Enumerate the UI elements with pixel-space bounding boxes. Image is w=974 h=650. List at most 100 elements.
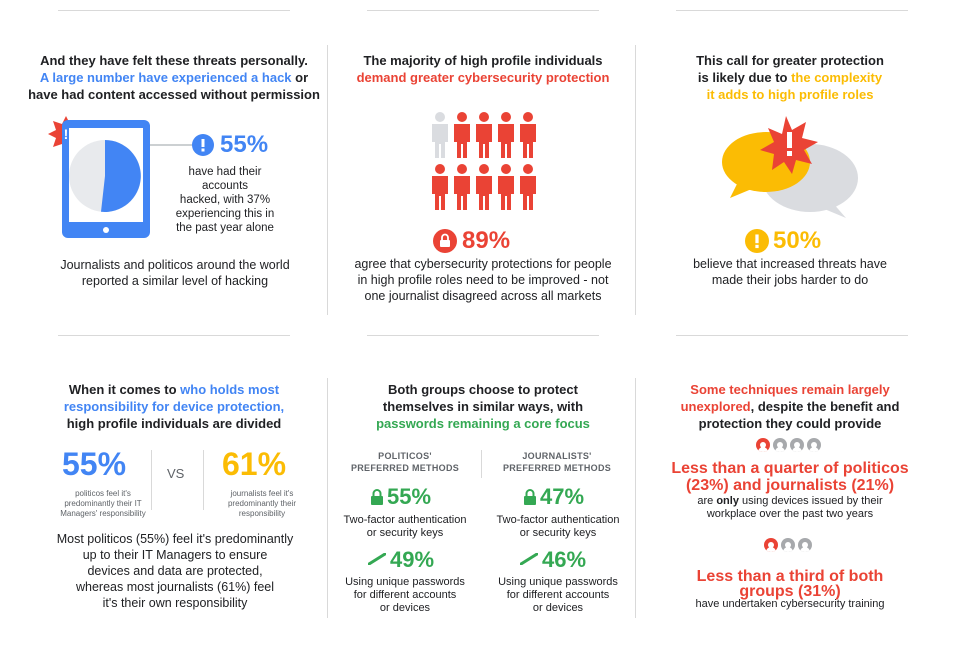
panel4-right-desc-line: responsibility bbox=[238, 509, 286, 518]
person-figure bbox=[476, 112, 492, 158]
person-dot-icon bbox=[807, 438, 821, 452]
pie-icon bbox=[69, 140, 141, 212]
panel6-stat1-desc-line2: workplace over the past two years bbox=[706, 508, 874, 520]
politicos-methods-heading-line: POLITICOS' bbox=[378, 451, 432, 461]
panel6-stat2: Less than a third of both groups (31%) bbox=[640, 569, 940, 600]
person-figure bbox=[454, 164, 470, 210]
panel4-heading-pre: When it comes to bbox=[68, 382, 181, 397]
politicos-2fa-stat: 55% bbox=[387, 484, 432, 509]
vertical-rule-4 bbox=[635, 378, 636, 618]
person-figure bbox=[432, 164, 448, 210]
panel3-heading-pre: is likely due to bbox=[697, 70, 792, 85]
journalists-passwords-stat: 46% bbox=[542, 547, 587, 572]
mid-divider-3 bbox=[676, 335, 908, 336]
panel3-stat-desc-line: believe that increased threats have bbox=[693, 257, 887, 271]
panel1-stat-desc-line: hacked, with 37% bbox=[179, 194, 271, 206]
journalists-methods-heading: JOURNALISTS' PREFERRED METHODS bbox=[492, 450, 622, 474]
people-icon bbox=[432, 112, 536, 210]
panel2-stat-desc: agree that cybersecurity protections for… bbox=[333, 256, 633, 304]
panel6-stat1-desc: are only using devices issued by their w… bbox=[640, 495, 940, 521]
panel5-heading-highlight: passwords remaining a core focus bbox=[376, 416, 590, 431]
panel4-stat-left: 55% bbox=[62, 446, 127, 482]
key-icon bbox=[520, 553, 538, 565]
person-dot-icon bbox=[798, 538, 812, 552]
panel4-stat-right: 61% bbox=[222, 446, 287, 482]
person-figure bbox=[498, 112, 514, 158]
panel6-heading: Some techniques remain largely unexplore… bbox=[640, 381, 940, 432]
panel6-stat2-line: groups (31%) bbox=[739, 583, 841, 600]
person-dot-icon bbox=[764, 538, 778, 552]
lock-icon bbox=[433, 229, 457, 253]
panel2-heading-line1: The majority of high profile individuals bbox=[363, 53, 603, 68]
politicos-2fa-text: Two-factor authentication or security ke… bbox=[330, 514, 480, 540]
panel3-stat: 50% bbox=[773, 227, 822, 254]
panel4-heading-highlight1: who holds most bbox=[180, 382, 280, 397]
panel4-footer-line: it's their own responsibility bbox=[102, 596, 248, 610]
person-dots-row-1 bbox=[756, 438, 821, 452]
lock-small-icon bbox=[371, 489, 383, 505]
panel6-stat1-line: Less than a quarter of politicos bbox=[671, 460, 909, 477]
panel4-right-rule bbox=[203, 450, 204, 510]
top-divider-1 bbox=[58, 10, 290, 11]
panel4-footer-line: Most politicos (55%) feel it's predomina… bbox=[56, 532, 294, 546]
journalists-2fa-stat: 47% bbox=[540, 484, 585, 509]
panel3-stat-desc-line: made their jobs harder to do bbox=[711, 273, 869, 287]
panel1-heading-highlight: A large number have experienced a hack bbox=[39, 70, 292, 85]
panel6-stat1-desc-post: using devices issued by their bbox=[738, 495, 883, 507]
journalists-passwords-text-line: for different accounts bbox=[506, 589, 610, 601]
politicos-passwords-text: Using unique passwords for different acc… bbox=[330, 576, 480, 615]
journalists-2fa-text-line: Two-factor authentication bbox=[496, 514, 620, 526]
panel4-right-desc-line: predominantly their bbox=[227, 499, 297, 508]
person-figure bbox=[520, 112, 536, 158]
lock-small-icon bbox=[524, 489, 536, 505]
person-figure bbox=[498, 164, 514, 210]
panel5-heading-line2: themselves in similar ways, with bbox=[382, 399, 584, 414]
person-figure bbox=[454, 112, 470, 158]
panel4-left-desc-line: Managers' responsibility bbox=[60, 509, 146, 518]
panel6-heading-highlight1: Some techniques remain largely bbox=[690, 382, 890, 397]
panel1-footer: Journalists and politicos around the wor… bbox=[30, 257, 320, 289]
panel1-stat-desc: have had their accounts hacked, with 37%… bbox=[165, 165, 285, 235]
panel4-vs: VS bbox=[167, 466, 185, 481]
politicos-methods-heading: POLITICOS' PREFERRED METHODS bbox=[340, 450, 470, 474]
person-figure bbox=[432, 112, 448, 158]
person-dots-row-2 bbox=[764, 538, 812, 552]
panel4-right-desc: journalists feel it's predominantly thei… bbox=[207, 489, 317, 519]
methods-divider bbox=[481, 450, 482, 478]
panel3-heading: This call for greater protection is like… bbox=[640, 52, 940, 103]
speech-bubbles-icon bbox=[722, 116, 858, 218]
politicos-methods-heading-line: PREFERRED METHODS bbox=[350, 463, 460, 473]
panel6-heading-tail: , despite the benefit and bbox=[750, 399, 900, 414]
panel6-stat1-desc-pre: are bbox=[697, 495, 717, 507]
politicos-passwords-text-line: Using unique passwords bbox=[345, 576, 465, 588]
panel1-heading-line3: have had content accessed without permis… bbox=[28, 87, 320, 102]
key-icon bbox=[368, 553, 386, 565]
alert-icon bbox=[192, 134, 214, 156]
politicos-2fa-text-line: Two-factor authentication bbox=[343, 514, 467, 526]
vertical-rule-1 bbox=[327, 45, 328, 315]
person-dot-icon bbox=[773, 438, 787, 452]
politicos-2fa-text-line: or security keys bbox=[366, 527, 444, 539]
panel1-heading-tail: or bbox=[291, 70, 309, 85]
vertical-rule-2 bbox=[635, 45, 636, 315]
panel4-footer-line: up to their IT Managers to ensure bbox=[82, 548, 268, 562]
journalists-methods-heading-line: JOURNALISTS' bbox=[522, 451, 592, 461]
panel1-heading: And they have felt these threats persona… bbox=[18, 52, 330, 103]
panel6-stat1-desc-bold: only bbox=[716, 495, 739, 507]
panel2-heading: The majority of high profile individuals… bbox=[328, 52, 638, 86]
panel4-left-rule bbox=[151, 450, 152, 510]
politicos-passwords-stat: 49% bbox=[390, 547, 435, 572]
person-figure bbox=[520, 164, 536, 210]
panel1-stat-desc-line: have had their accounts bbox=[188, 166, 262, 192]
panel4-left-desc-line: politicos feel it's bbox=[75, 489, 131, 498]
panel3-heading-highlight2: it adds to high profile roles bbox=[706, 87, 874, 102]
journalists-passwords-text-line: or devices bbox=[532, 602, 584, 614]
panel3-heading-highlight1: the complexity bbox=[791, 70, 883, 85]
panel4-right-desc-line: journalists feel it's bbox=[230, 489, 294, 498]
panel4-left-desc: politicos feel it's predominantly their … bbox=[48, 489, 158, 519]
panel2-stat-desc-line: in high profile roles need to be improve… bbox=[357, 273, 609, 287]
vertical-rule-3 bbox=[327, 378, 328, 618]
panel1-stat: 55% bbox=[220, 131, 269, 158]
panel4-footer-line: devices and data are protected, bbox=[87, 564, 263, 578]
panel6-stat1-line: (23%) and journalists (21%) bbox=[685, 477, 895, 494]
